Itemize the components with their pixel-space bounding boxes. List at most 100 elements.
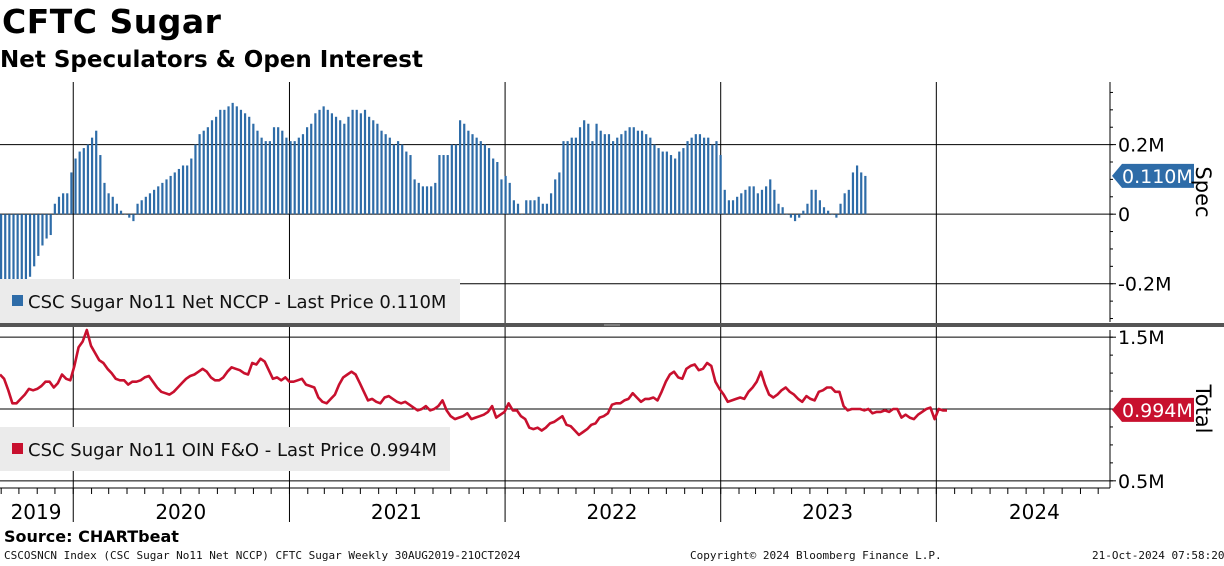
spec-bar [632,127,635,215]
spec-bar [99,155,102,215]
spec-bar [115,203,118,215]
spec-bar [434,182,437,215]
spec-bar [454,144,458,215]
spec-bar [450,144,453,215]
spec-bar [860,172,863,215]
spec-bar [707,137,710,215]
spec-bar [351,109,354,215]
spec-bar [339,120,342,215]
spec-bar [781,207,784,215]
spec-bar [281,130,284,215]
spec-bar [541,203,544,215]
spec-bar [512,200,515,215]
spec-bar [78,151,81,215]
spec-bar [140,200,143,215]
spec-bar [599,130,602,215]
y-tick-label: 0 [1118,204,1130,226]
y-tick-label: -0.2M [1118,274,1171,296]
x-year-label: 2021 [371,500,422,524]
spec-bar [194,144,197,215]
axis-title: Spec [1191,166,1215,217]
x-year-label: 2019 [11,500,62,524]
spec-bar [624,130,627,215]
spec-bar [53,203,56,215]
spec-bar [736,196,739,215]
spec-bar [843,193,846,215]
spec-bar [521,214,524,215]
spec-bar [835,214,838,218]
spec-bar [285,137,288,215]
spec-bar [645,134,648,215]
spec-bar [210,120,214,215]
spec-bar [508,182,511,215]
spec-bar [347,116,350,215]
spec-bar [554,179,557,215]
spec-bar [678,151,681,215]
spec-bar [401,144,404,215]
x-year-label: 2023 [802,500,853,524]
last-price-tag [1112,163,1194,188]
spec-bar [8,214,11,284]
spec-bar [181,165,185,215]
spec-bar [760,189,764,215]
spec-bar [272,127,276,215]
spec-bar [583,120,586,215]
spec-bar [545,203,549,215]
spec-bar [264,141,267,215]
spec-bar [417,182,420,215]
spec-bar [186,165,189,215]
spec-bar [765,186,768,215]
spec-bar [384,134,387,215]
spec-bar [822,207,826,215]
spec-bar [798,214,801,218]
spec-bar [492,158,495,215]
spec-bar [467,130,470,215]
y-tick-label: 0.5M [1118,471,1165,493]
spec-bar [239,109,243,215]
spec-bar [665,151,668,215]
spec-bar [814,189,817,215]
spec-bar [231,102,234,215]
spec-bar [479,141,482,215]
spec-bar [438,155,441,215]
spec-bar [595,123,598,215]
spec-bar [430,186,433,215]
legend-box [0,427,450,471]
legend-swatch [12,295,23,306]
spec-bar [574,137,577,215]
spec-bar [831,214,834,215]
spec-bar [173,172,176,215]
spec-bar [45,214,48,239]
spec-bar [4,214,7,284]
spec-bar [33,214,36,267]
spec-bar [277,127,280,215]
spec-bar [376,123,379,215]
spec-bar [793,214,797,222]
spec-bar [161,182,164,215]
spec-bar [847,189,850,215]
spec-bar [607,134,611,215]
spec-bar [719,155,722,215]
x-year-label: 2020 [155,500,206,524]
chart-subtitle: Net Speculators & Open Interest [0,47,423,73]
spec-bar [620,134,623,215]
spec-bar [591,141,594,215]
spec-bar [74,158,77,215]
spec-bar [248,116,251,215]
spec-bar [674,158,677,215]
spec-bar [806,203,809,215]
spec-bar [421,186,424,215]
spec-bar [136,203,139,215]
spec-bar [388,137,391,215]
spec-bar [504,175,507,215]
spec-bar [459,120,462,215]
spec-bar [157,186,160,215]
spec-bar [70,172,73,215]
spec-bar [587,123,590,215]
legend-label: CSC Sugar No11 Net NCCP - Last Price 0.1… [28,292,446,313]
spec-bar [268,141,271,215]
spec-bar [169,175,172,215]
spec-bar [640,130,644,215]
spec-bar [82,148,85,215]
spec-bar [355,109,358,215]
